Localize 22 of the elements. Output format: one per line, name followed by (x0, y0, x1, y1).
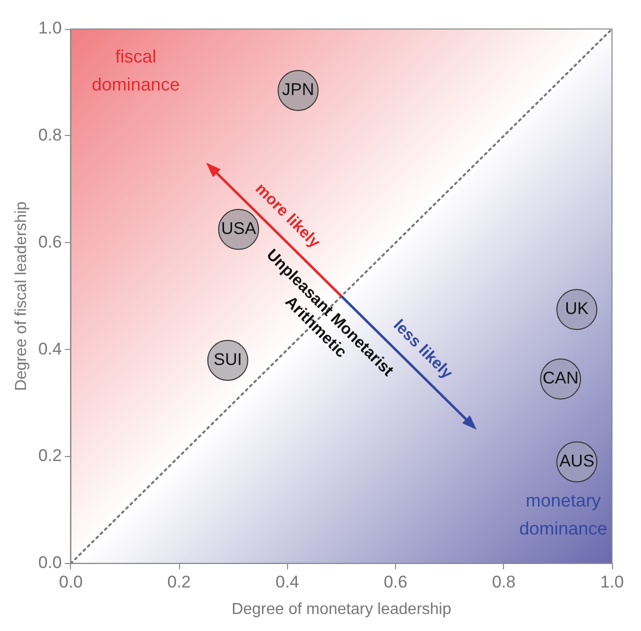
x-tick-label: 0.8 (492, 572, 516, 592)
series-label: SUI (214, 350, 242, 370)
y-tick-label: 0.2 (38, 446, 62, 466)
y-tick-label: 0.4 (38, 339, 62, 358)
y-axis-title: Degree of fiscal leadership (13, 201, 30, 391)
series-label: USA (221, 219, 257, 238)
y-tick-label: 1.0 (38, 18, 62, 38)
y-tick-label: 0.6 (38, 232, 62, 252)
annotation: fiscal dominance (92, 46, 180, 95)
x-tick-label: 0.0 (59, 572, 83, 592)
series-label: AUS (559, 452, 594, 471)
x-tick-label: 0.4 (275, 572, 300, 592)
annotation: monetary dominance (519, 490, 608, 538)
x-axis-title: Degree of monetary leadership (232, 600, 452, 618)
x-tick-label: 0.2 (167, 572, 191, 592)
series-label: CAN (542, 368, 579, 388)
x-tick-label: 0.6 (384, 572, 408, 592)
y-tick-label: 0.8 (38, 126, 62, 145)
x-tick-label: 1.0 (600, 572, 624, 592)
series-label: JPN (282, 80, 314, 100)
y-tick-label: 0.0 (38, 553, 62, 572)
series-label: UK (565, 299, 590, 318)
